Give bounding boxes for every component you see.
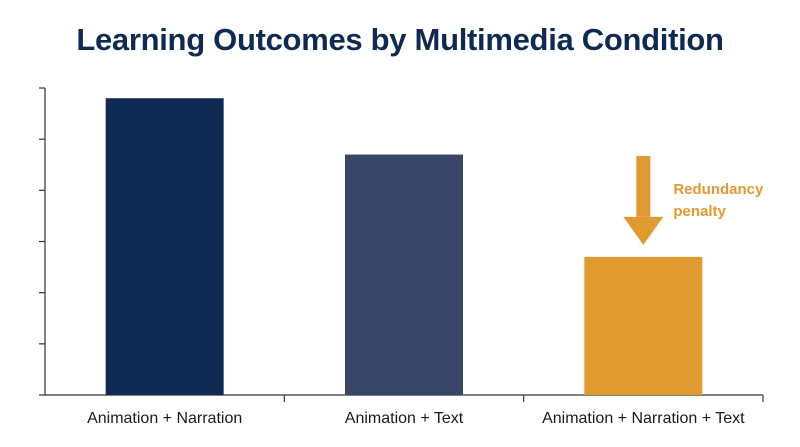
category-label-2: Animation + Text [345, 410, 464, 427]
annotation-text-line-1: Redundancy [673, 181, 764, 198]
category-label-3: Animation + Narration + Text [542, 410, 745, 427]
annotation: Redundancy penalty [623, 156, 764, 245]
category-labels: Animation + Narration Animation + Text Ani… [87, 410, 745, 427]
bar-1 [105, 98, 224, 395]
arrow-down-icon [623, 216, 664, 245]
arrow-shaft [636, 156, 651, 217]
bar-2 [345, 154, 463, 395]
bars [105, 98, 703, 395]
chart-title: Learning Outcomes by Multimedia Conditio… [76, 22, 724, 57]
annotation-text-line-2: penalty [673, 203, 726, 220]
bar-3 [584, 256, 703, 395]
category-label-1: Animation + Narration [87, 410, 242, 427]
